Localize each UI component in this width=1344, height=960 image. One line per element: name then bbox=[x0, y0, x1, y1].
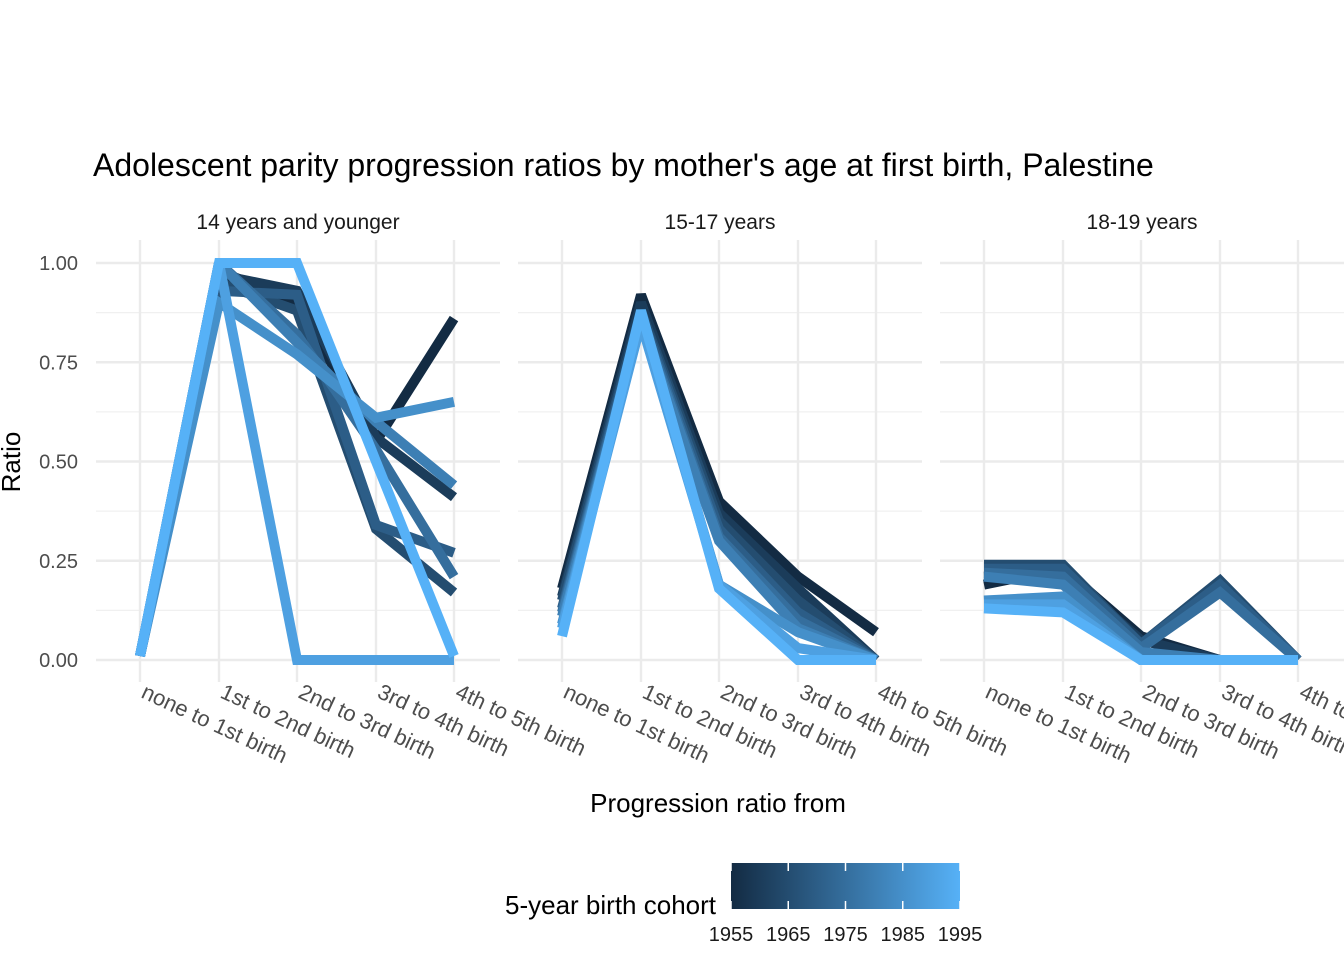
legend-tick-label: 1955 bbox=[709, 924, 754, 946]
legend-tick-label: 1995 bbox=[938, 924, 983, 946]
y-tick-label: 1.00 bbox=[39, 253, 78, 275]
legend-tick-label: 1975 bbox=[823, 924, 868, 946]
panel-strip-label: 15-17 years bbox=[665, 211, 776, 234]
panel-strip-label: 18-19 years bbox=[1087, 211, 1198, 234]
series-line-1995 bbox=[557, 309, 876, 665]
panel-strip-label: 14 years and younger bbox=[196, 211, 399, 234]
y-axis-title: Ratio bbox=[0, 432, 26, 493]
y-tick-label: 0.50 bbox=[39, 452, 78, 474]
series-line-1995 bbox=[983, 603, 1298, 665]
chart-title: Adolescent parity progression ratios by … bbox=[93, 147, 1154, 183]
legend-tick-label: 1985 bbox=[881, 924, 926, 946]
legend-title: 5-year birth cohort bbox=[505, 890, 717, 920]
y-tick-label: 0.75 bbox=[39, 352, 78, 374]
y-tick-label: 0.25 bbox=[39, 551, 78, 573]
x-axis-title: Progression ratio from bbox=[590, 788, 846, 818]
legend-tick-label: 1965 bbox=[766, 924, 811, 946]
legend: 5-year birth cohort 1955 1965 1975 1985 1995 bbox=[505, 863, 982, 946]
y-tick-label: 0.00 bbox=[39, 650, 78, 672]
legend-ticks: 1955 1965 1975 1985 1995 bbox=[709, 863, 983, 946]
series-line-1995 bbox=[135, 258, 459, 658]
series-line-1985 bbox=[135, 294, 455, 658]
